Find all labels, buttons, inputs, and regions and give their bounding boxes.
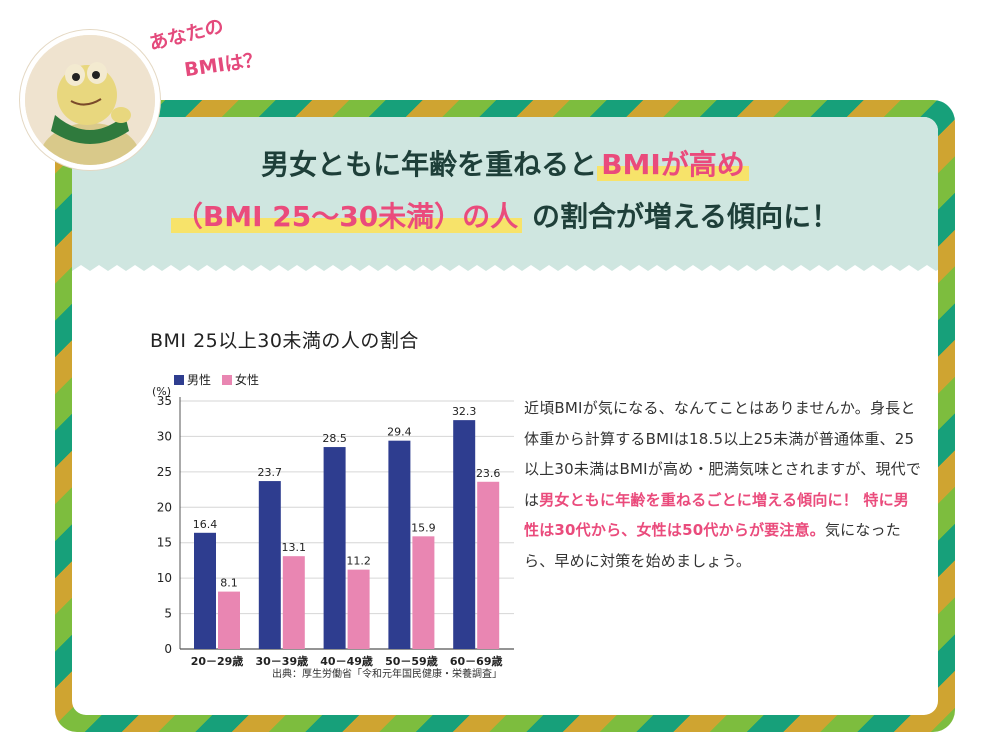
y-tick-label: 5 bbox=[164, 607, 172, 621]
data-label: 8.1 bbox=[220, 577, 238, 590]
bubble-line-1: あなたの bbox=[146, 15, 226, 55]
headline: 男女ともに年齢を重ねると BMIが高め （BMI 25〜30未満）の人 の割合が増… bbox=[72, 139, 938, 243]
bubble-line-2: BMIは？ bbox=[183, 48, 264, 82]
data-label: 16.4 bbox=[193, 518, 218, 531]
legend-swatch-1 bbox=[174, 375, 184, 385]
headline-highlight-1: BMIが高め bbox=[597, 148, 749, 181]
data-label: 32.3 bbox=[452, 405, 477, 418]
bar-female-2 bbox=[282, 556, 305, 649]
x-tick-label: 20－29歳 bbox=[191, 654, 244, 667]
bar-male-3 bbox=[323, 447, 346, 649]
y-tick-label: 25 bbox=[157, 465, 172, 479]
bar-male-2 bbox=[258, 481, 281, 649]
legend-label-2: 女性 bbox=[235, 372, 259, 387]
legend-label-1: 男性 bbox=[187, 373, 211, 387]
y-tick-label: 30 bbox=[157, 429, 172, 443]
data-label: 23.7 bbox=[258, 466, 283, 479]
data-label: 23.6 bbox=[476, 467, 501, 480]
header-background bbox=[72, 117, 938, 277]
x-tick-label: 30－39歳 bbox=[255, 654, 308, 667]
chart-source: 出典：厚生労働省「令和元年国民健康・栄養調査」 bbox=[272, 669, 502, 680]
chart-title: BMI 25以上30未満の人の割合 bbox=[150, 330, 419, 352]
bar-female-3 bbox=[347, 569, 370, 649]
bar-female-4 bbox=[412, 536, 435, 649]
y-tick-label: 35 bbox=[157, 394, 172, 408]
x-tick-label: 40－49歳 bbox=[320, 654, 373, 667]
y-tick-label: 15 bbox=[157, 536, 172, 550]
headline-highlight-2: （BMI 25〜30未満）の人 bbox=[170, 200, 523, 233]
data-label: 11.2 bbox=[346, 555, 371, 568]
bar-chart: 男性 女性 (%) 0 5 10 15 20 25 30 35 16.4 8.1 20－29歳 23.7 13… bbox=[152, 372, 514, 667]
bar-male-1 bbox=[194, 532, 216, 649]
description-part-2: 気になったら、早めに対策を始めましょう。 bbox=[524, 521, 901, 570]
headline-plain-1: 男女ともに年齢を重ねると bbox=[261, 148, 598, 181]
x-tick-label: 60－69歳 bbox=[450, 654, 503, 667]
striped-frame: 男女ともに年齢を重ねると BMIが高め （BMI 25〜30未満）の人 の割合が増… bbox=[55, 100, 955, 732]
mascot-character-icon bbox=[20, 30, 160, 170]
headline-line-2: （BMI 25〜30未満）の人 の割合が増える傾向に！ bbox=[72, 191, 938, 243]
zigzag-divider bbox=[72, 265, 938, 283]
bar-male-4 bbox=[388, 440, 411, 649]
headline-line-1: 男女ともに年齢を重ねると BMIが高め bbox=[72, 139, 938, 191]
description-emphasis: 男女ともに年齢を重ねるごとに増える傾向に！ 特に男性は30代から、女性は50代か… bbox=[524, 490, 909, 540]
y-tick-label: 20 bbox=[157, 500, 172, 514]
description-text: 近頃BMIが気になる、なんてことはありませんか。身長と体重から計算するBMIは1… bbox=[524, 393, 924, 576]
bar-female-1 bbox=[218, 591, 240, 649]
data-label: 28.5 bbox=[322, 432, 347, 445]
y-tick-label: 0 bbox=[164, 642, 172, 656]
content-panel: 男女ともに年齢を重ねると BMIが高め （BMI 25〜30未満）の人 の割合が増… bbox=[72, 117, 938, 715]
headline-plain-2: の割合が増える傾向に！ bbox=[531, 200, 840, 233]
description-part-1: 近頃BMIが気になる、なんてことはありませんか。身長と体重から計算するBMIは1… bbox=[524, 399, 922, 509]
data-label: 13.1 bbox=[282, 541, 307, 554]
y-tick-label: 10 bbox=[157, 571, 172, 585]
bar-male-5 bbox=[453, 420, 476, 649]
data-label: 29.4 bbox=[387, 426, 412, 439]
data-label: 15.9 bbox=[411, 521, 436, 534]
bar-female-5 bbox=[477, 481, 500, 649]
bmi-question-bubble: あなたの BMIは？ bbox=[140, 6, 290, 86]
x-tick-label: 50－59歳 bbox=[385, 654, 438, 667]
y-axis-label: (%) bbox=[152, 385, 171, 398]
legend-swatch-2 bbox=[222, 375, 232, 385]
